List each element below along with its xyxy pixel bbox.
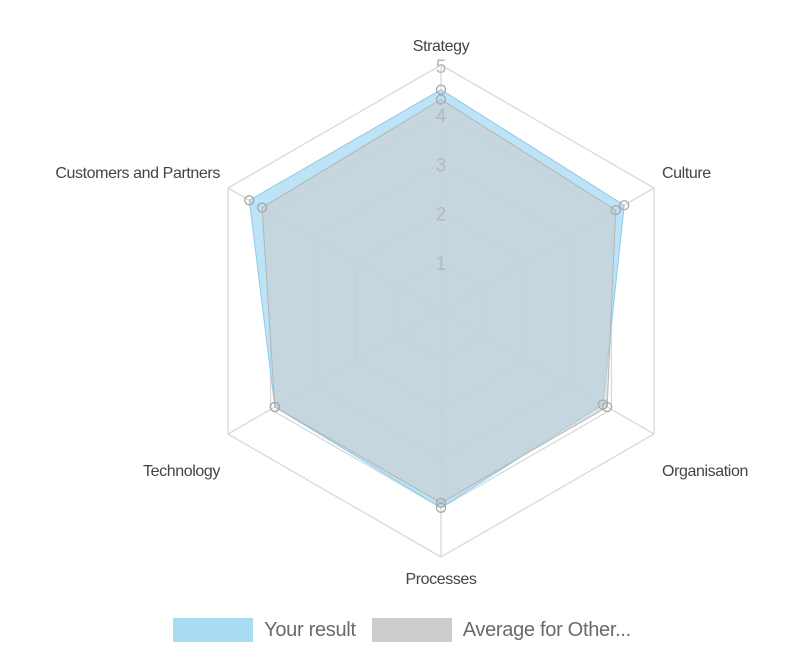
tick-label-1: 1 xyxy=(436,254,447,275)
legend-label-average: Average for Other... xyxy=(462,618,631,641)
point-average-for-other-processes[interactable] xyxy=(435,497,447,509)
axis-label-strategy: Strategy xyxy=(413,38,470,55)
legend-swatch-average xyxy=(371,618,452,642)
chart-legend: Your result Average for Other... xyxy=(0,618,804,642)
legend-item-your-result[interactable]: Your result xyxy=(173,618,356,642)
point-your-result-strategy[interactable] xyxy=(435,84,447,95)
point-average-for-other-culture[interactable] xyxy=(610,204,621,216)
legend-swatch-your-result xyxy=(173,618,254,642)
axis-label-customers-and-partners: Customers and Partners xyxy=(55,165,220,182)
axis-label-culture: Culture xyxy=(662,165,711,182)
point-average-for-other-technology[interactable] xyxy=(269,401,280,413)
radar-series xyxy=(244,84,630,513)
point-average-for-other-strategy[interactable] xyxy=(435,94,447,105)
point-average-for-other-organisation[interactable] xyxy=(602,401,613,413)
radar-axis-labels: Strategy Culture Organisation Processes Tech… xyxy=(55,38,748,588)
point-your-result-customers-and-partners[interactable] xyxy=(244,195,255,206)
axis-label-organisation: Organisation xyxy=(662,463,748,480)
point-your-result-culture[interactable] xyxy=(619,200,630,211)
tick-label-5: 5 xyxy=(436,57,447,78)
legend-label-your-result: Your result xyxy=(264,618,356,641)
radar-tick-labels: 1 2 3 4 5 xyxy=(436,57,447,275)
legend-item-average[interactable]: Average for Other... xyxy=(371,618,631,642)
axis-label-processes: Processes xyxy=(405,571,476,588)
tick-label-3: 3 xyxy=(436,155,447,176)
tick-label-4: 4 xyxy=(436,106,447,127)
tick-label-2: 2 xyxy=(436,205,447,226)
radar-chart-svg: 1 2 3 4 5 Strategy Culture Organisation Process… xyxy=(55,38,748,588)
point-average-for-other-customers-and-partners[interactable] xyxy=(256,202,268,213)
axis-label-technology: Technology xyxy=(143,463,220,480)
point-your-result-processes[interactable] xyxy=(435,502,447,513)
